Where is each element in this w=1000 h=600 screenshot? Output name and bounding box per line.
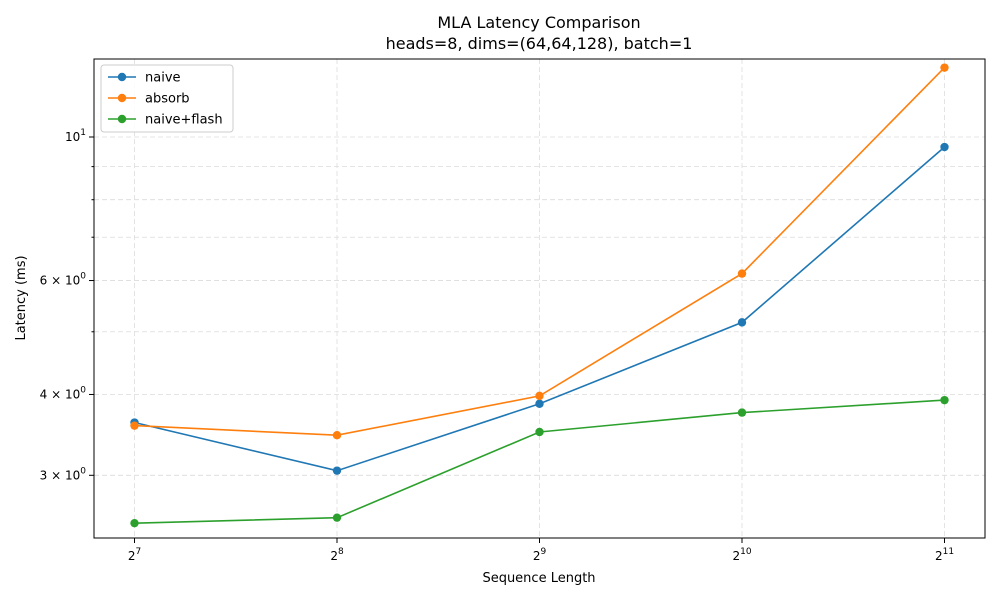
- data-point-naive+flash: [535, 427, 544, 437]
- legend-label-naive: naive: [145, 71, 181, 86]
- data-point-absorb: [130, 421, 139, 430]
- legend-marker-naive+flash: [117, 114, 127, 124]
- data-point-absorb: [332, 431, 342, 440]
- legend: naive absorb naive+flash: [100, 64, 234, 133]
- data-point-naive: [737, 318, 747, 327]
- y-tick-label: 3 × 100: [40, 466, 87, 482]
- x-ticks: 27 28 29 210 211: [128, 538, 954, 563]
- data-point-naive: [535, 399, 544, 408]
- legend-box: [100, 64, 234, 133]
- chart-title: MLA Latency Comparison: [437, 13, 640, 32]
- data-point-absorb: [737, 269, 747, 278]
- y-ticks: 3 × 100 4 × 100 6 × 100 101: [40, 128, 94, 482]
- legend-label-naive+flash: naive+flash: [145, 113, 223, 128]
- x-axis-label: Sequence Length: [482, 571, 595, 586]
- data-point-absorb: [940, 63, 949, 72]
- data-point-naive+flash: [130, 518, 139, 528]
- y-tick-label: 6 × 100: [40, 272, 87, 288]
- data-point-naive+flash: [940, 395, 949, 405]
- x-tick-label: 210: [732, 547, 751, 563]
- y-tick-label: 101: [65, 128, 86, 144]
- legend-marker-naive: [117, 72, 127, 82]
- x-tick-label: 211: [935, 547, 954, 563]
- y-axis-label: Latency (ms): [14, 255, 29, 340]
- grid-lines: [94, 59, 985, 538]
- x-tick-label: 28: [330, 547, 344, 563]
- data-point-naive: [332, 466, 342, 475]
- legend-marker-absorb: [117, 93, 127, 103]
- data-point-absorb: [535, 391, 544, 401]
- chart-subtitle: heads=8, dims=(64,64,128), batch=1: [386, 34, 693, 53]
- legend-label-absorb: absorb: [145, 92, 190, 107]
- x-tick-label: 29: [533, 547, 547, 563]
- y-tick-label: 4 × 100: [40, 385, 87, 401]
- data-point-naive+flash: [332, 513, 342, 522]
- series-lines: [130, 63, 949, 528]
- x-tick-label: 27: [128, 547, 141, 563]
- data-point-naive: [940, 142, 949, 152]
- data-point-naive+flash: [737, 408, 747, 417]
